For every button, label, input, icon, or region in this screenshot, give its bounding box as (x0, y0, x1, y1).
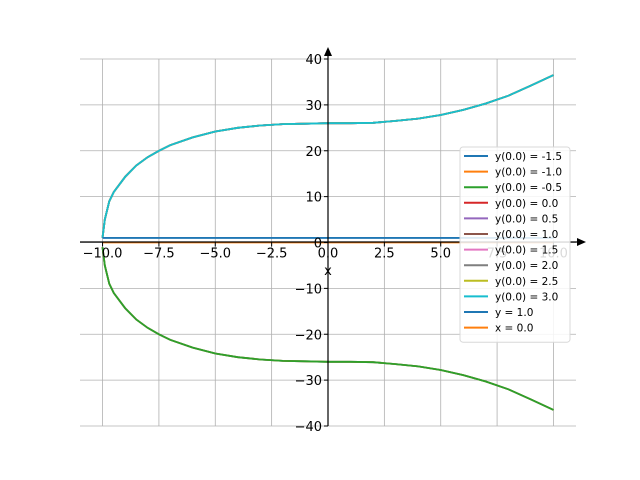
x-tick-label: −10.0 (83, 247, 123, 262)
y-tick-label: −40 (295, 420, 322, 435)
y-tick-label: 20 (305, 145, 322, 160)
legend-label: y(0.0) = 0.5 (495, 213, 558, 225)
ticks: −10.0−7.5−5.0−2.50.02.55.07.510.04030201… (83, 53, 568, 435)
y-tick-label: −10 (295, 282, 322, 297)
y-tick-label: 0 (314, 237, 322, 252)
y-tick-label: −20 (295, 328, 322, 343)
x-tick-label: 5.0 (430, 247, 451, 262)
legend-box (459, 146, 571, 343)
y-axis-arrow-icon (324, 47, 332, 56)
legend-label: y = 1.0 (495, 307, 533, 319)
legend-label: y(0.0) = -1.5 (495, 151, 562, 163)
series-line (101, 74, 554, 239)
legend-label: y(0.0) = 1.5 (495, 245, 558, 257)
y-tick-label: 40 (305, 53, 322, 68)
x-tick-label: −7.5 (143, 247, 175, 262)
x-tick-label: 2.5 (374, 247, 395, 262)
legend-label: x = 0.0 (495, 323, 533, 335)
y-tick-label: −30 (295, 374, 322, 389)
legend: y(0.0) = -1.5 y(0.0) = -1.0 y(0.0) = -0.5 y… (459, 146, 571, 343)
x-tick-label: −2.5 (256, 247, 288, 262)
series-line (101, 246, 554, 411)
legend-label: y(0.0) = 2.0 (495, 260, 558, 272)
x-tick-label: 0.0 (318, 247, 339, 262)
legend-label: y(0.0) = -0.5 (495, 182, 562, 194)
y-tick-label: 30 (305, 99, 322, 114)
legend-label: y(0.0) = 3.0 (495, 291, 558, 303)
legend-label: y(0.0) = 0.0 (495, 198, 558, 210)
x-axis-label: x (324, 264, 332, 279)
x-tick-label: −5.0 (199, 247, 231, 262)
legend-label: y(0.0) = 1.0 (495, 229, 558, 241)
legend-label: y(0.0) = 2.5 (495, 276, 558, 288)
y-tick-label: 10 (305, 191, 322, 206)
x-axis-arrow-icon (577, 238, 586, 246)
legend-label: y(0.0) = -1.0 (495, 167, 562, 179)
